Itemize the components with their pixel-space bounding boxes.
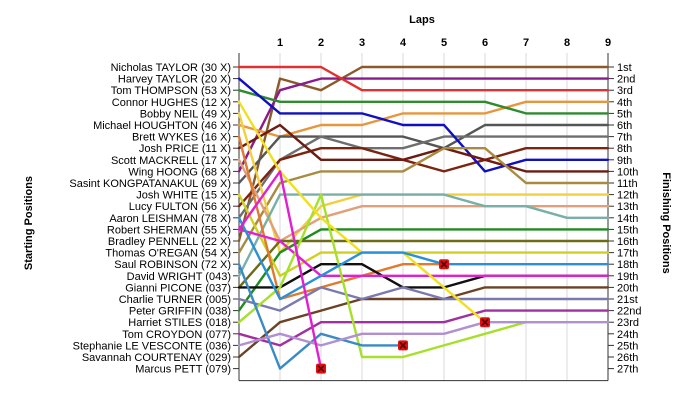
x-axis-title: Laps [409, 14, 435, 26]
finishing-position-label: 6th [617, 120, 632, 132]
finishing-position-label: 11th [617, 178, 638, 190]
starting-position-label: Michael HOUGHTON (46 X) [93, 120, 231, 132]
finishing-position-label: 17th [617, 248, 638, 260]
finishing-position-label: 8th [617, 143, 632, 155]
lap-tick-label: 4 [400, 37, 407, 49]
driver-position-line [237, 216, 610, 301]
finishing-position-label: 13th [617, 201, 638, 213]
starting-position-label: Charlie TURNER (005) [119, 294, 231, 306]
driver-position-line [237, 135, 446, 301]
starting-position-label: Connor HUGHES (12 X) [112, 97, 231, 109]
driver-position-line [237, 65, 610, 92]
finishing-position-label: 14th [617, 213, 638, 225]
retirement-cross-icon [399, 341, 407, 350]
starting-position-label: David WRIGHT (043) [127, 271, 231, 283]
lap-tick-label: 1 [277, 37, 283, 49]
starting-position-label: Tom THOMPSON (53 X) [111, 85, 231, 97]
starting-position-label: Aaron LEISHMAN (78 X) [109, 213, 231, 225]
finishing-position-label: 25th [617, 340, 638, 352]
starting-position-label: Brett WYKES (16 X) [132, 132, 231, 144]
starting-position-label: Gianni PICONE (037) [125, 282, 231, 294]
finishing-position-label: 26th [617, 352, 638, 364]
lap-tick-label: 2 [318, 37, 324, 49]
starting-position-label: Peter GRIFFIN (038) [129, 306, 231, 318]
series-layer [237, 65, 610, 370]
finishing-position-label: 1st [617, 62, 632, 74]
driver-position-line [237, 135, 610, 220]
driver-position-line [237, 309, 610, 347]
finishing-position-label: 20th [617, 282, 638, 294]
finishing-position-label: 23rd [617, 317, 639, 329]
left-axis-title: Starting Positions [23, 176, 35, 270]
driver-position-line [237, 77, 610, 173]
driver-position-line [237, 100, 610, 138]
finishing-position-label: 12th [617, 190, 638, 202]
driver-position-line [237, 88, 610, 115]
starting-position-label: Harvey TAYLOR (20 X) [118, 74, 231, 86]
starting-position-label: Marcus PETT (079) [135, 364, 231, 376]
starting-position-label: Harriet STILES (018) [128, 317, 231, 329]
lap-tick-label: 8 [564, 37, 570, 49]
starting-position-label: Tom CROYDON (077) [122, 329, 231, 341]
finishing-position-label: 10th [617, 166, 638, 178]
driver-position-line [237, 228, 610, 277]
starting-position-label: Nicholas TAYLOR (30 X) [111, 62, 231, 74]
starting-position-label: Sasint KONGPATANAKUL (69 X) [69, 178, 231, 190]
finishing-position-label: 7th [617, 132, 632, 144]
finishing-position-label: 5th [617, 108, 632, 120]
finishing-position-label: 22nd [617, 306, 641, 318]
driver-position-line [237, 263, 405, 370]
finishing-position-label: 15th [617, 224, 638, 236]
finishing-position-label: 2nd [617, 74, 635, 86]
finishing-position-label: 18th [617, 259, 638, 271]
lap-tick-label: 6 [482, 37, 488, 49]
starting-position-label: Stephanie LE VESCONTE (036) [73, 340, 231, 352]
label-layer: 1 2 3 4 5 6 7 8 9 Nicholas TAYLOR (30 X)Harvey TA… [69, 37, 641, 376]
driver-position-line [237, 286, 610, 312]
starting-position-label: Savannah COURTENAY (029) [82, 352, 231, 364]
starting-position-label: Josh PRICE (11 X) [139, 143, 231, 155]
finishing-position-label: 24th [617, 329, 638, 341]
starting-position-label: Josh WHITE (15 X) [136, 190, 231, 202]
driver-position-line [237, 321, 610, 347]
starting-position-label: Scott MACKRELL (17 X) [111, 155, 231, 167]
driver-position-line [237, 123, 610, 173]
driver-position-line [237, 146, 610, 208]
starting-position-label: Saul ROBINSON (72 X) [114, 259, 231, 271]
driver-position-line [237, 193, 569, 359]
retirement-cross-icon [317, 364, 325, 373]
starting-position-label: Wing HOONG (68 X) [128, 166, 231, 178]
starting-position-label: Bobby NEIL (49 X) [140, 108, 231, 120]
finishing-position-label: 19th [617, 271, 638, 283]
finishing-position-label: 21st [617, 294, 638, 306]
marker-layer [316, 259, 490, 374]
driver-position-line [237, 146, 610, 254]
retirement-cross-icon [440, 260, 448, 268]
finishing-position-label: 4th [617, 97, 632, 109]
lap-tick-label: 5 [441, 37, 447, 49]
driver-position-line [237, 170, 323, 370]
starting-position-label: Bradley PENNELL (22 X) [108, 236, 231, 248]
lap-tick-label: 9 [605, 37, 611, 49]
lap-tick-label: 3 [359, 37, 365, 49]
starting-position-label: Robert SHERMAN (55 X) [107, 224, 231, 236]
driver-position-line [237, 77, 610, 173]
finishing-position-label: 3rd [617, 85, 633, 97]
finishing-position-label: 9th [617, 155, 632, 167]
finishing-position-label: 16th [617, 236, 638, 248]
driver-position-line [237, 158, 610, 243]
finishing-position-label: 27th [617, 364, 638, 376]
right-axis-title: Finishing Positions [660, 172, 672, 273]
starting-position-label: Thomas O'REGAN (54 X) [105, 248, 231, 260]
driver-position-line [237, 286, 610, 359]
retirement-cross-icon [481, 318, 489, 326]
lap-tick-label: 7 [523, 37, 529, 49]
starting-position-label: Lucy FULTON (56 X) [129, 201, 231, 213]
